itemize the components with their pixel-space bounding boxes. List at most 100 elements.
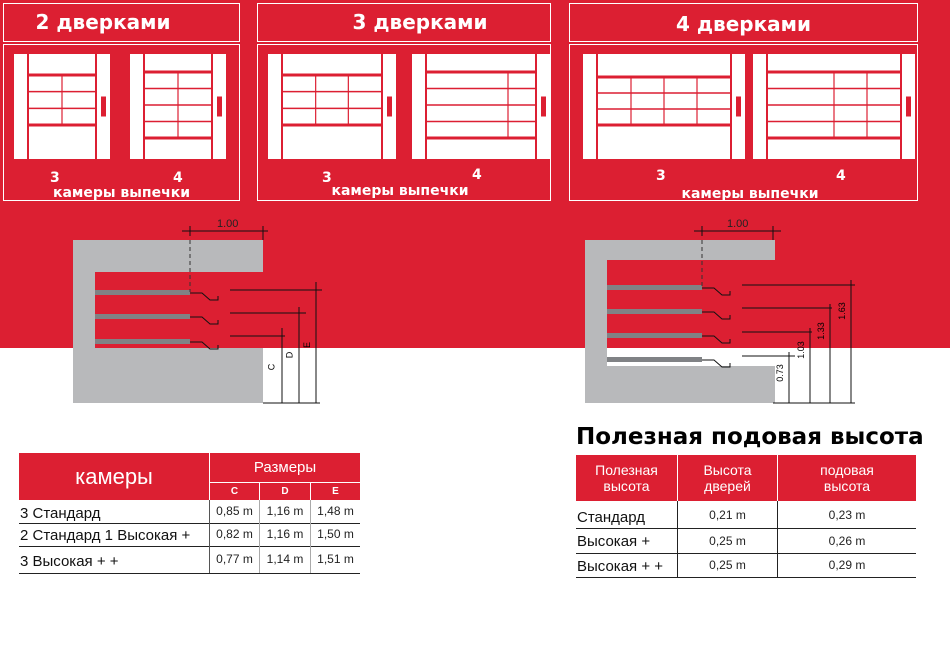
right-count: 4 (173, 170, 183, 186)
cell-door-height: 0,25 m (709, 558, 746, 572)
dim-label-e: E (302, 341, 313, 349)
divider (677, 501, 678, 577)
door-profile (190, 292, 219, 301)
dim-label-133: 1.33 (815, 322, 826, 340)
door-profile (702, 335, 731, 344)
cell-hearth-height: 0,26 m (828, 534, 866, 548)
panel-title-box (3, 3, 240, 42)
divider (209, 453, 210, 500)
door-frame-left (14, 54, 27, 159)
panel-title: 2 дверками (35, 10, 171, 34)
divider (259, 483, 260, 500)
door-frame-left (583, 54, 596, 159)
door-handle-icon (101, 96, 106, 117)
dim-label-103: 1.03 (795, 341, 806, 359)
row-divider (576, 553, 916, 554)
oven-right-bottom-block (585, 366, 775, 403)
dim-label-073: 0.73 (774, 364, 785, 382)
panel-title: 3 дверками (352, 10, 488, 34)
row-divider (576, 577, 916, 578)
tray (607, 285, 702, 290)
col-header-d: D (260, 483, 310, 500)
row-label: Высокая + (577, 532, 651, 550)
cell-c: 0,82 m (216, 527, 253, 541)
cell-c: 0,85 m (216, 504, 253, 518)
panel-content-box (257, 44, 551, 201)
row-label: Стандард (577, 508, 646, 526)
cell-door-height: 0,21 m (709, 508, 746, 522)
header-sizes: Размеры (210, 453, 360, 482)
panel-title-box (569, 3, 918, 42)
door-profile (190, 341, 219, 350)
header-chambers: камеры (19, 453, 209, 500)
col-header-e: E (311, 483, 360, 500)
col-header-c: C (210, 483, 259, 500)
door-handle-icon (387, 96, 392, 117)
cell-hearth-height: 0,29 m (828, 558, 866, 572)
left-count: 3 (50, 170, 60, 186)
divider (677, 455, 678, 501)
row-label: 3 Стандард (20, 504, 101, 522)
row-label: Высокая + + (577, 557, 664, 575)
oven-right-top-arm (585, 240, 775, 260)
panel-content-box (3, 44, 240, 201)
divider (777, 501, 778, 577)
row-divider (19, 523, 360, 524)
right-count: 4 (472, 167, 482, 183)
divider (777, 455, 778, 501)
door-handle-icon (736, 96, 741, 117)
caption: камеры выпечки (52, 185, 191, 201)
cell-d: 1,16 m (266, 527, 304, 541)
door-profile (190, 316, 219, 325)
tray (607, 309, 702, 314)
divider (259, 500, 260, 573)
row-label: 3 Высокая + + (20, 552, 119, 570)
divider (209, 500, 210, 573)
door-handle-icon (541, 96, 546, 117)
tray (95, 314, 190, 319)
tray (607, 357, 702, 362)
cell-e: 1,48 m (317, 504, 354, 518)
door-profile (702, 359, 731, 368)
col-header-hearth-height: подовая высота (778, 455, 916, 501)
oven-chamber (427, 54, 535, 159)
divider (210, 482, 360, 483)
caption: камеры выпечки (681, 186, 819, 202)
cell-door-height: 0,25 m (709, 534, 746, 548)
width-label-left: 1.00 (217, 218, 239, 230)
door-handle-icon (906, 96, 911, 117)
col-header-useful-height: Полезная высота (576, 455, 677, 501)
cell-d: 1,16 m (266, 504, 304, 518)
width-label-right: 1.00 (727, 218, 749, 230)
oven-chamber (283, 54, 381, 159)
oven-left-top-arm (73, 240, 263, 272)
oven-right-back-wall (585, 240, 607, 403)
left-count: 3 (322, 170, 332, 186)
left-count: 3 (656, 168, 666, 184)
door-frame-left (268, 54, 281, 159)
door-profile (702, 287, 731, 296)
right-count: 4 (836, 168, 846, 184)
door-frame-left (753, 54, 766, 159)
tray (95, 290, 190, 295)
panel-content-box (569, 44, 918, 201)
dim-label-d: D (284, 351, 295, 359)
dim-label-c: C (266, 363, 277, 371)
caption: камеры выпечки (331, 183, 469, 199)
cell-e: 1,50 m (317, 527, 354, 541)
row-label: 2 Стандард 1 Высокая + (20, 526, 191, 544)
door-frame-left (130, 54, 143, 159)
divider (310, 500, 311, 573)
cell-c: 0,77 m (216, 552, 253, 566)
divider (310, 483, 311, 500)
row-divider (19, 573, 360, 574)
cell-hearth-height: 0,23 m (828, 508, 866, 522)
row-divider (19, 546, 360, 547)
panel-title-box (257, 3, 551, 42)
dim-label-163: 1.63 (836, 302, 847, 320)
door-frame-left (412, 54, 425, 159)
panel-title: 4 дверками (676, 12, 811, 36)
oven-left-bottom-block (73, 348, 263, 403)
tray (95, 339, 190, 344)
